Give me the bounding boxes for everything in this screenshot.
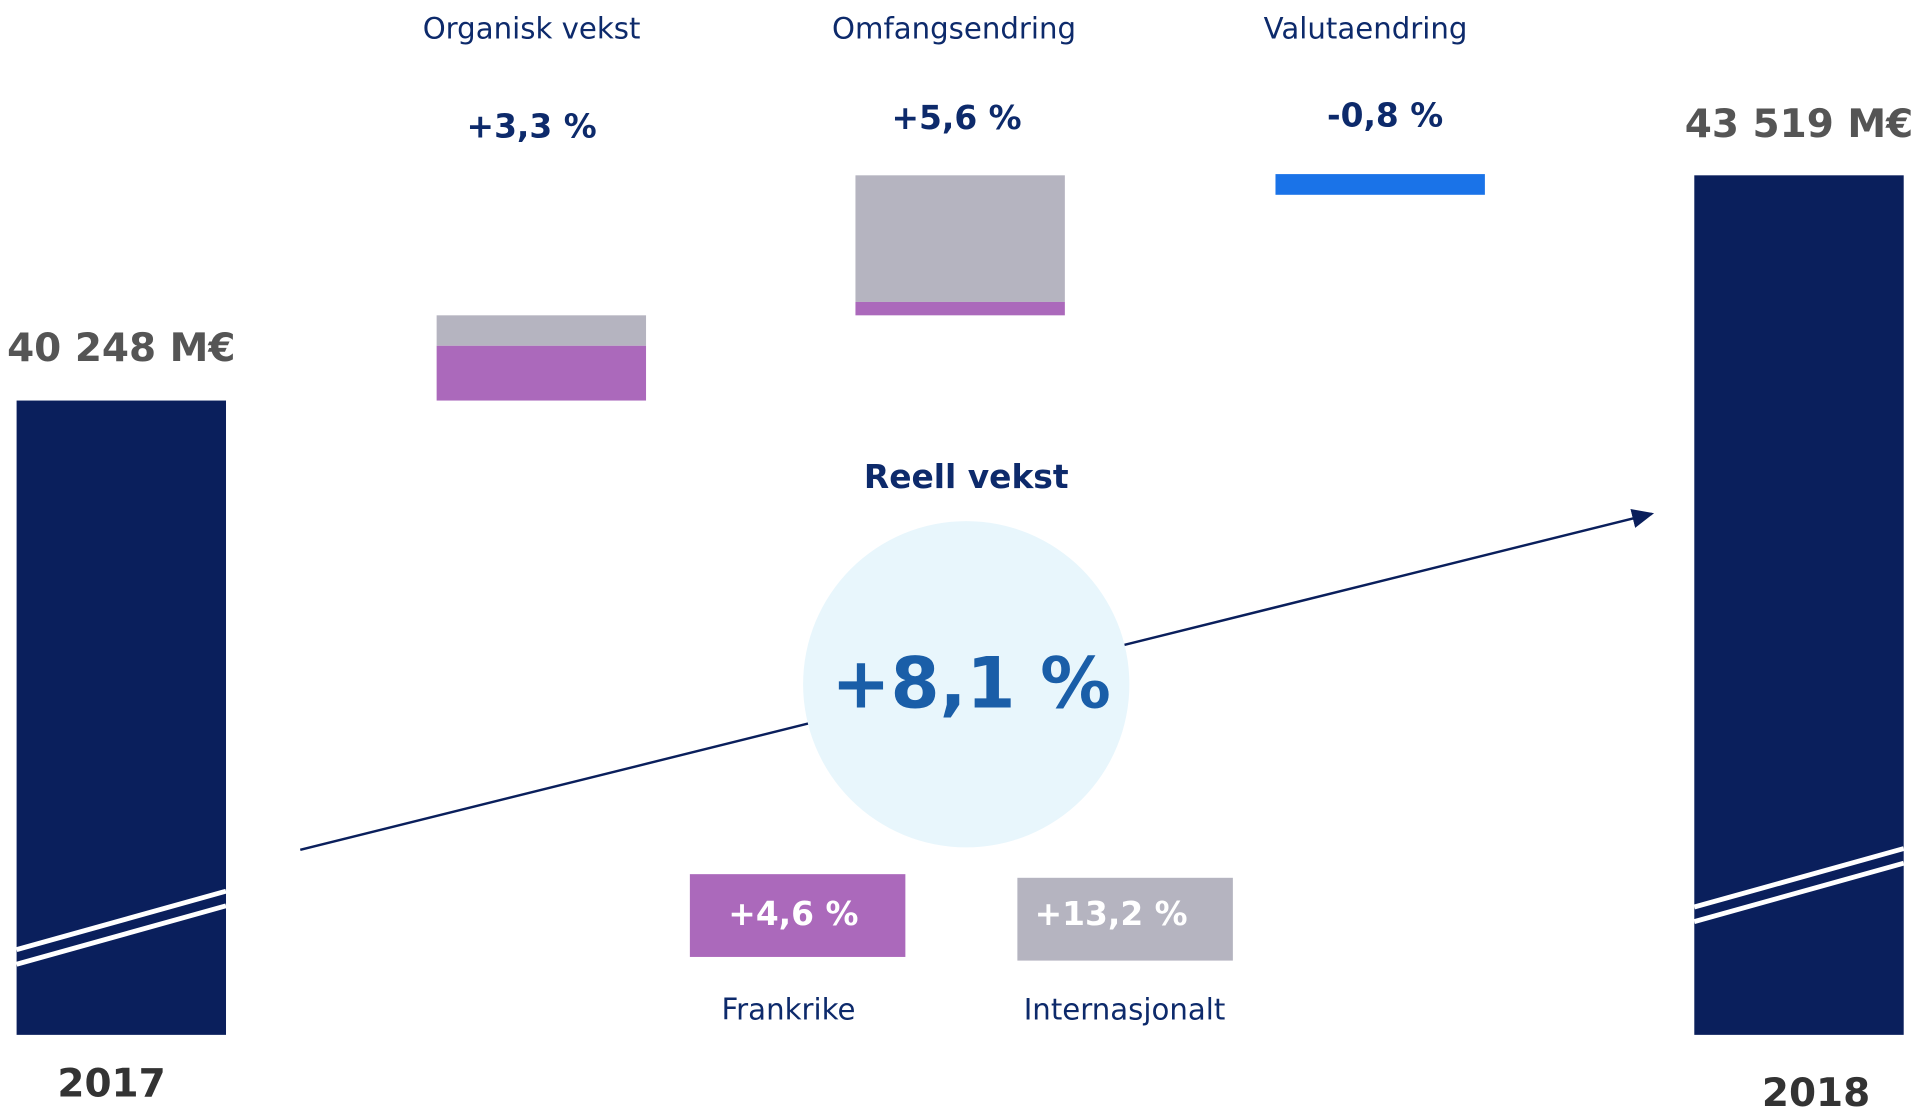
step-segment bbox=[436, 315, 647, 346]
break-line bbox=[15, 888, 227, 952]
breakdown-label: Frankrike bbox=[722, 993, 856, 1027]
growth-title: Reell vekst bbox=[864, 457, 1069, 496]
breakdown-value: +4,6 % bbox=[728, 894, 858, 933]
step-label: Valutaendring bbox=[1264, 11, 1468, 45]
start-year: 2017 bbox=[57, 1061, 165, 1106]
step-value: +3,3 % bbox=[467, 106, 597, 145]
step-segment bbox=[855, 175, 1065, 302]
break-line bbox=[1693, 846, 1905, 910]
step-label: Omfangsendring bbox=[832, 11, 1076, 45]
growth-circle bbox=[803, 521, 1130, 848]
breakdown-box bbox=[689, 874, 906, 957]
step-segment bbox=[855, 301, 1065, 316]
bar-2017 bbox=[16, 400, 227, 1035]
step-value: -0,8 % bbox=[1327, 95, 1443, 134]
breakdown-box bbox=[1017, 877, 1233, 961]
end-value: 43 519 M€ bbox=[1685, 102, 1913, 147]
step-segment bbox=[436, 345, 647, 401]
growth-value: +8,1 % bbox=[831, 641, 1111, 724]
break-line bbox=[1693, 860, 1905, 924]
end-year: 2018 bbox=[1762, 1071, 1870, 1114]
breakdown-label: Internasjonalt bbox=[1024, 993, 1226, 1027]
step-label: Organisk vekst bbox=[423, 11, 641, 45]
start-value: 40 248 M€ bbox=[7, 326, 235, 371]
bar-2018 bbox=[1694, 175, 1904, 1035]
breakdown-value: +13,2 % bbox=[1035, 894, 1188, 933]
break-line bbox=[15, 903, 227, 967]
step-value: +5,6 % bbox=[891, 98, 1021, 137]
step-segment bbox=[1275, 174, 1485, 195]
